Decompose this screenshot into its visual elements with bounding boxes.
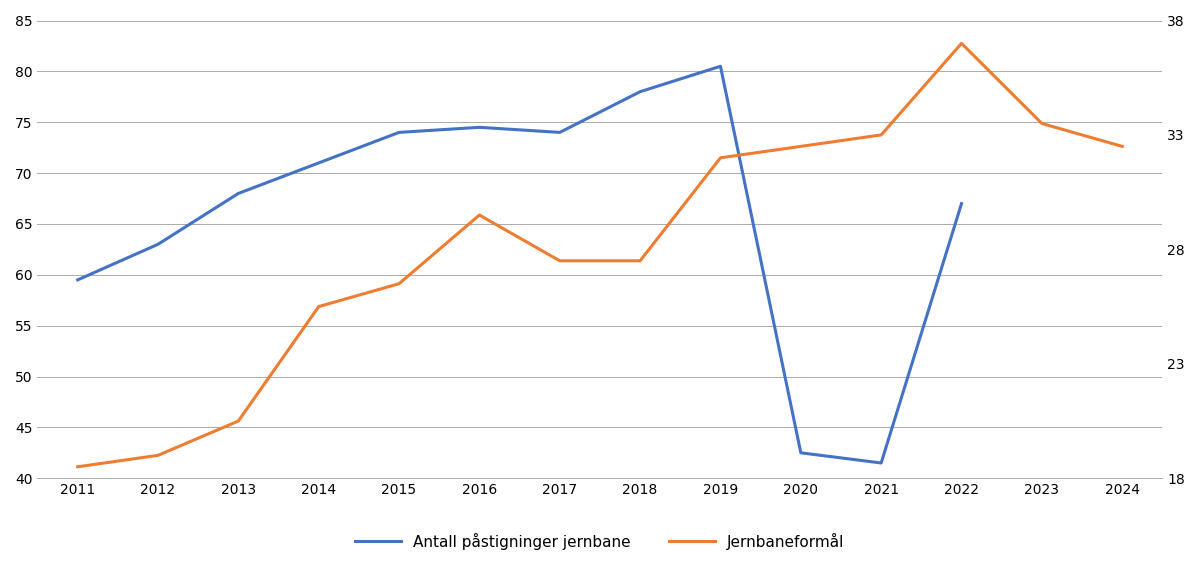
Legend: Antall påstigninger jernbane, Jernbaneformål: Antall påstigninger jernbane, Jernbanefo…	[349, 526, 851, 556]
Antall påstigninger jernbane	[793, 450, 808, 456]
Antall påstigninger jernbane	[392, 129, 407, 136]
Jernbaneformål	[473, 212, 487, 218]
Antall påstigninger jernbane	[473, 124, 487, 131]
Jernbaneformål	[793, 143, 808, 150]
Antall påstigninger jernbane	[713, 63, 727, 69]
Jernbaneformål	[552, 257, 566, 264]
Antall påstigninger jernbane	[312, 159, 326, 166]
Jernbaneformål	[713, 154, 727, 161]
Jernbaneformål	[874, 131, 888, 138]
Antall påstigninger jernbane	[874, 460, 888, 467]
Antall påstigninger jernbane	[151, 241, 166, 248]
Antall påstigninger jernbane	[71, 277, 85, 283]
Jernbaneformål	[312, 303, 326, 310]
Jernbaneformål	[632, 257, 647, 264]
Antall påstigninger jernbane	[232, 190, 246, 197]
Antall påstigninger jernbane	[632, 88, 647, 95]
Jernbaneformål	[1034, 120, 1049, 127]
Jernbaneformål	[1115, 143, 1129, 150]
Line: Jernbaneformål: Jernbaneformål	[78, 43, 1122, 467]
Antall påstigninger jernbane	[954, 200, 968, 207]
Line: Antall påstigninger jernbane: Antall påstigninger jernbane	[78, 66, 961, 463]
Jernbaneformål	[392, 281, 407, 287]
Jernbaneformål	[232, 418, 246, 424]
Jernbaneformål	[151, 452, 166, 459]
Jernbaneformål	[71, 463, 85, 470]
Antall påstigninger jernbane	[552, 129, 566, 136]
Jernbaneformål	[954, 40, 968, 47]
